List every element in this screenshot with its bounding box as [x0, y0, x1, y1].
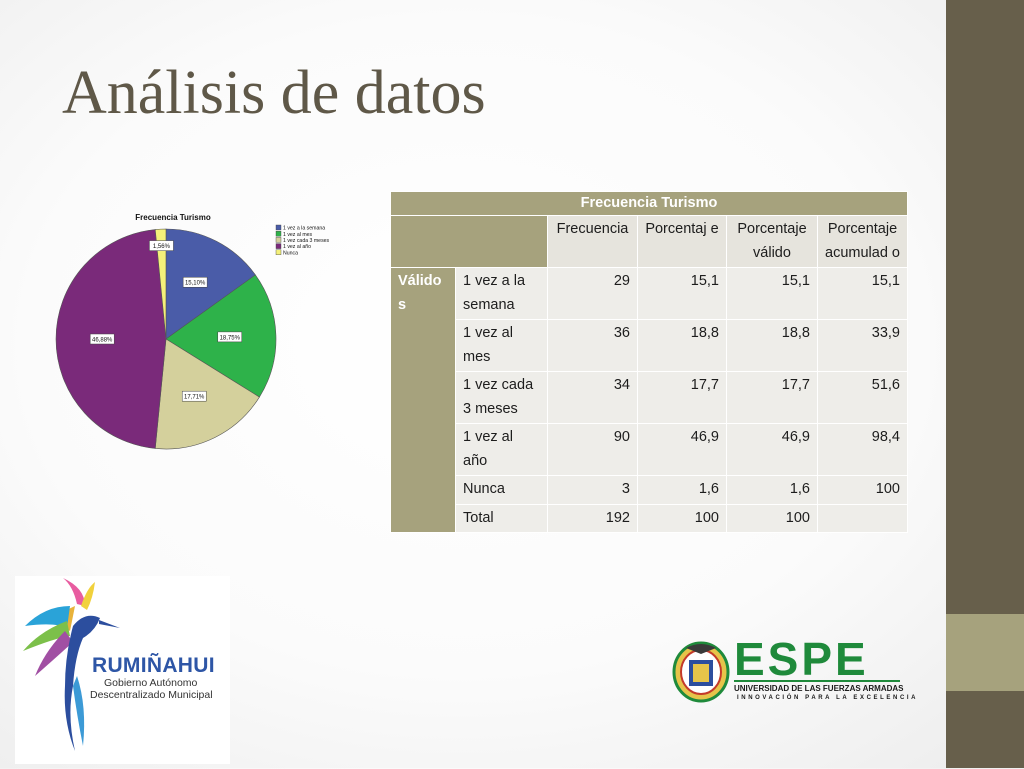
chart-title: Frecuencia Turismo	[135, 213, 211, 222]
pie-slice	[154, 338, 260, 450]
espe-wordmark: ESPE	[734, 633, 869, 685]
espe-university-name: UNIVERSIDAD DE LAS FUERZAS ARMADAS	[734, 684, 904, 693]
row-label: 1 vez cada 3 meses	[455, 371, 548, 424]
pie-slices	[55, 228, 277, 450]
legend-swatch	[275, 237, 282, 243]
table-cell: 18,8	[726, 319, 818, 372]
pie-data-label: 46,88%	[92, 338, 113, 344]
table-cell: 36	[547, 319, 638, 372]
row-label: Total	[455, 503, 548, 533]
pie-chart: Frecuencia Turismo 15,10% 18,75% 17,71% 46,…	[55, 213, 330, 450]
table-cell: 51,6	[817, 371, 908, 424]
table-cell: 15,1	[726, 267, 818, 320]
legend-label: 1 vez al año	[283, 244, 311, 250]
row-label: 1 vez al año	[455, 423, 548, 476]
pie-data-label-box	[149, 240, 174, 251]
table-row: 1 vez al mes 36 18,8 18,8 33,9	[391, 319, 908, 372]
pie-data-label: 1,56%	[153, 244, 171, 250]
right-side-accent	[946, 614, 1024, 691]
table-cell: 100	[817, 475, 908, 505]
legend-swatch	[275, 249, 282, 255]
column-header-porcentaje: Porcentaj e	[637, 215, 727, 268]
pie-data-label-box	[181, 390, 207, 402]
table-cell: 33,9	[817, 319, 908, 372]
table-cell: 1,6	[726, 475, 818, 505]
ruminahui-name: RUMIÑAHUI	[92, 654, 215, 677]
row-label: 1 vez al mes	[455, 319, 548, 372]
pie-data-label-box	[217, 331, 243, 343]
table-cell: 18,8	[637, 319, 727, 372]
espe-divider	[734, 680, 900, 682]
table-row: 1 vez al año 90 46,9 46,9 98,4	[391, 423, 908, 476]
legend-label: 1 vez a la semana	[283, 226, 325, 232]
row-group-label: Válido s	[390, 267, 456, 533]
row-label: 1 vez a la semana	[455, 267, 548, 320]
pie-data-label-box	[182, 276, 208, 288]
pie-slice	[154, 228, 167, 340]
table-cell: 17,7	[726, 371, 818, 424]
pie-data-label: 15,10%	[185, 281, 206, 287]
legend-swatch	[275, 243, 282, 249]
ruminahui-logo	[15, 576, 230, 764]
pie-data-label: 17,71%	[184, 395, 205, 401]
pie-slice	[165, 228, 256, 340]
table-row: 1 vez cada 3 meses 34 17,7 17,7 51,6	[391, 371, 908, 424]
table-corner-cell	[390, 215, 548, 268]
espe-crest-icon	[672, 641, 730, 703]
table-cell: 98,4	[817, 423, 908, 476]
table-cell: 15,1	[637, 267, 727, 320]
pie-data-label: 18,75%	[220, 335, 241, 341]
row-label: Nunca	[455, 475, 548, 505]
table-cell: 1,6	[637, 475, 727, 505]
pie-data-labels: 15,10% 18,75% 17,71% 46,88% 1,56%	[89, 240, 243, 402]
column-header-porcentaje-acumulado: Porcentaje acumulad o	[817, 215, 908, 268]
table-row: Nunca 3 1,6 1,6 100	[391, 475, 908, 505]
table-cell: 34	[547, 371, 638, 424]
legend-label: 1 vez cada 3 meses	[283, 238, 330, 244]
ruminahui-subtitle-2: Descentralizado Municipal	[90, 689, 213, 701]
slide-title: Análisis de datos	[62, 59, 486, 127]
ruminahui-subtitle-1: Gobierno Autónomo	[104, 677, 198, 689]
espe-tagline: INNOVACIÓN PARA LA EXCELENCIA	[737, 695, 919, 701]
table-cell: 46,9	[637, 423, 727, 476]
legend-swatch	[275, 231, 282, 237]
table-title: Frecuencia Turismo	[390, 191, 908, 216]
table-cell: 17,7	[637, 371, 727, 424]
pie-data-label-box	[89, 333, 115, 345]
frequency-table: Frecuencia Turismo Frecuencia Porcentaj …	[390, 191, 908, 533]
legend-swatch	[275, 224, 282, 231]
table-cell: 15,1	[817, 267, 908, 320]
hummingbird-icon	[23, 578, 120, 751]
table-cell: 192	[547, 503, 638, 533]
table-cell: 46,9	[726, 423, 818, 476]
table-cell: 100	[637, 503, 727, 533]
table-cell: 100	[726, 503, 818, 533]
table-row: Total 192 100 100	[391, 503, 908, 533]
table-cell: 90	[547, 423, 638, 476]
table-cell: 29	[547, 267, 638, 320]
column-header-frecuencia: Frecuencia	[547, 215, 638, 268]
table-cell: 3	[547, 475, 638, 505]
legend-label: 1 vez al mes	[283, 232, 313, 238]
column-header-porcentaje-valido: Porcentaje válido	[726, 215, 818, 268]
table-cell	[817, 503, 908, 533]
legend-label: Nunca	[283, 250, 298, 256]
